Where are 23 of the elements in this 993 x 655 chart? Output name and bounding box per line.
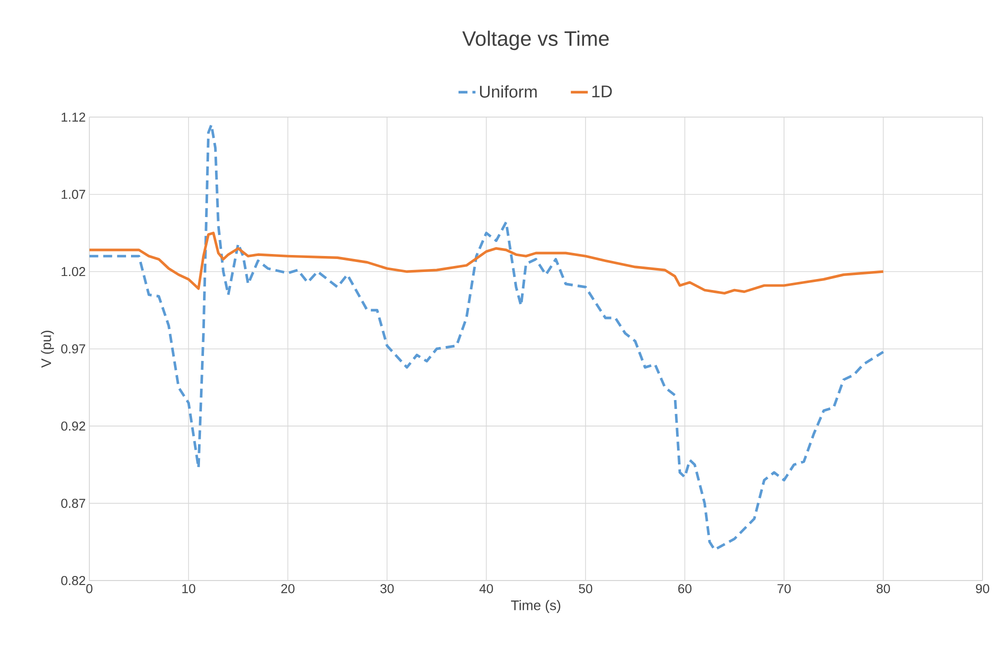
- x-tick-label: 0: [86, 584, 92, 594]
- x-tick-label: 60: [678, 584, 692, 594]
- x-tick-label: 80: [876, 584, 890, 594]
- x-tick-label: 10: [182, 584, 196, 594]
- x-tick-label: 50: [578, 584, 592, 594]
- y-tick-label: 1.07: [62, 190, 86, 199]
- x-tick-label: 40: [479, 584, 493, 594]
- x-tick-label: 30: [380, 584, 394, 594]
- x-tick-label: 70: [778, 584, 791, 594]
- legend-label: 1D: [592, 86, 612, 98]
- legend-label: Uniform: [480, 85, 537, 98]
- line-series: [89, 124, 885, 551]
- y-tick-label: 0.97: [61, 344, 86, 354]
- y-tick-label: 0.87: [61, 498, 86, 508]
- y-axis-title: V (pu): [40, 330, 54, 368]
- chart-title: Voltage vs Time: [462, 30, 609, 50]
- x-tick-label: 90: [976, 584, 990, 594]
- y-tick-label: 1.02: [62, 267, 86, 276]
- y-tick-label: 0.92: [61, 422, 86, 431]
- y-tick-label: 0.82: [61, 576, 86, 586]
- x-axis-title: Time (s): [511, 600, 560, 613]
- y-tick-label: 1.12: [62, 112, 86, 122]
- x-tick-label: 20: [281, 584, 294, 594]
